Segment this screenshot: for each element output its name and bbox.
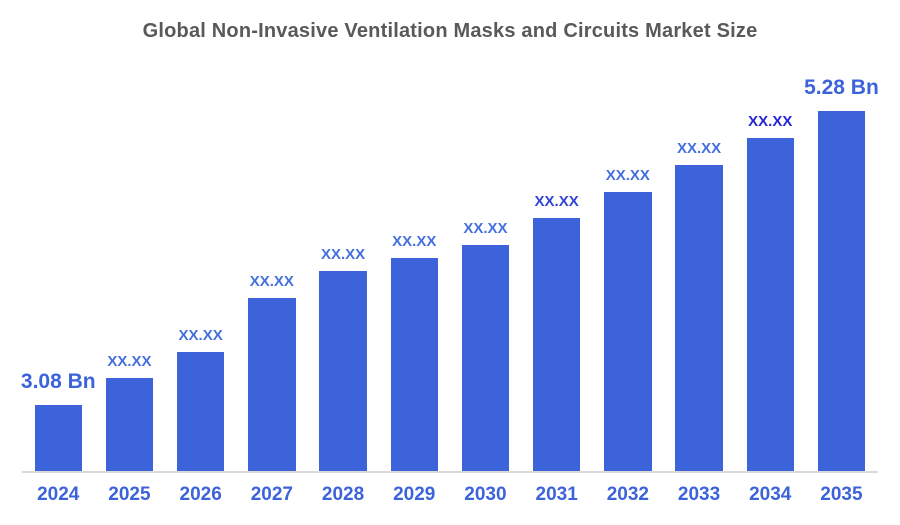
- x-tick-label-2028: 2028: [321, 484, 365, 505]
- bar-2024: [34, 405, 82, 471]
- bar-2027: [248, 298, 296, 471]
- value-label-2035: 5.28 Bn: [804, 76, 879, 99]
- x-tick-label-2032: 2032: [606, 484, 649, 505]
- bar-2031: [532, 218, 581, 471]
- value-label-2026: XX.XX: [178, 327, 223, 344]
- value-label-2034: XX.XX: [748, 113, 793, 130]
- x-tick-label-2035: 2035: [820, 484, 863, 505]
- bar-2030: [461, 245, 510, 471]
- x-tick-label-2027: 2027: [250, 484, 293, 505]
- x-tick-label-2029: 2029: [393, 484, 436, 505]
- value-label-2032: XX.XX: [605, 167, 650, 184]
- x-tick-label-2034: 2034: [749, 484, 792, 505]
- x-tick-label-2031: 2031: [535, 484, 578, 505]
- x-tick-label-2033: 2033: [677, 484, 721, 505]
- bar-2035: [817, 111, 866, 471]
- value-label-2031: XX.XX: [534, 193, 579, 210]
- value-label-2030: XX.XX: [463, 220, 508, 237]
- x-axis-line: [22, 471, 878, 473]
- bar-2028: [319, 271, 367, 471]
- bar-2025: [105, 378, 154, 471]
- value-label-2028: XX.XX: [320, 246, 366, 263]
- x-tick-label-2024: 2024: [37, 484, 80, 505]
- bar-2029: [390, 258, 438, 471]
- value-label-2025: XX.XX: [107, 353, 152, 370]
- value-label-2024: 3.08 Bn: [20, 370, 96, 393]
- bar-2026: [176, 352, 225, 471]
- x-tick-label-2030: 2030: [464, 484, 507, 505]
- chart-title: Global Non-Invasive Ventilation Masks an…: [142, 20, 758, 42]
- value-label-2027: XX.XX: [249, 273, 294, 290]
- bar-2032: [604, 192, 652, 471]
- bar-2034: [746, 138, 794, 471]
- bar-2033: [675, 165, 723, 471]
- value-label-2029: XX.XX: [392, 233, 437, 250]
- x-tick-label-2025: 2025: [108, 484, 151, 505]
- x-tick-label-2026: 2026: [179, 484, 222, 505]
- value-label-2033: XX.XX: [676, 140, 722, 157]
